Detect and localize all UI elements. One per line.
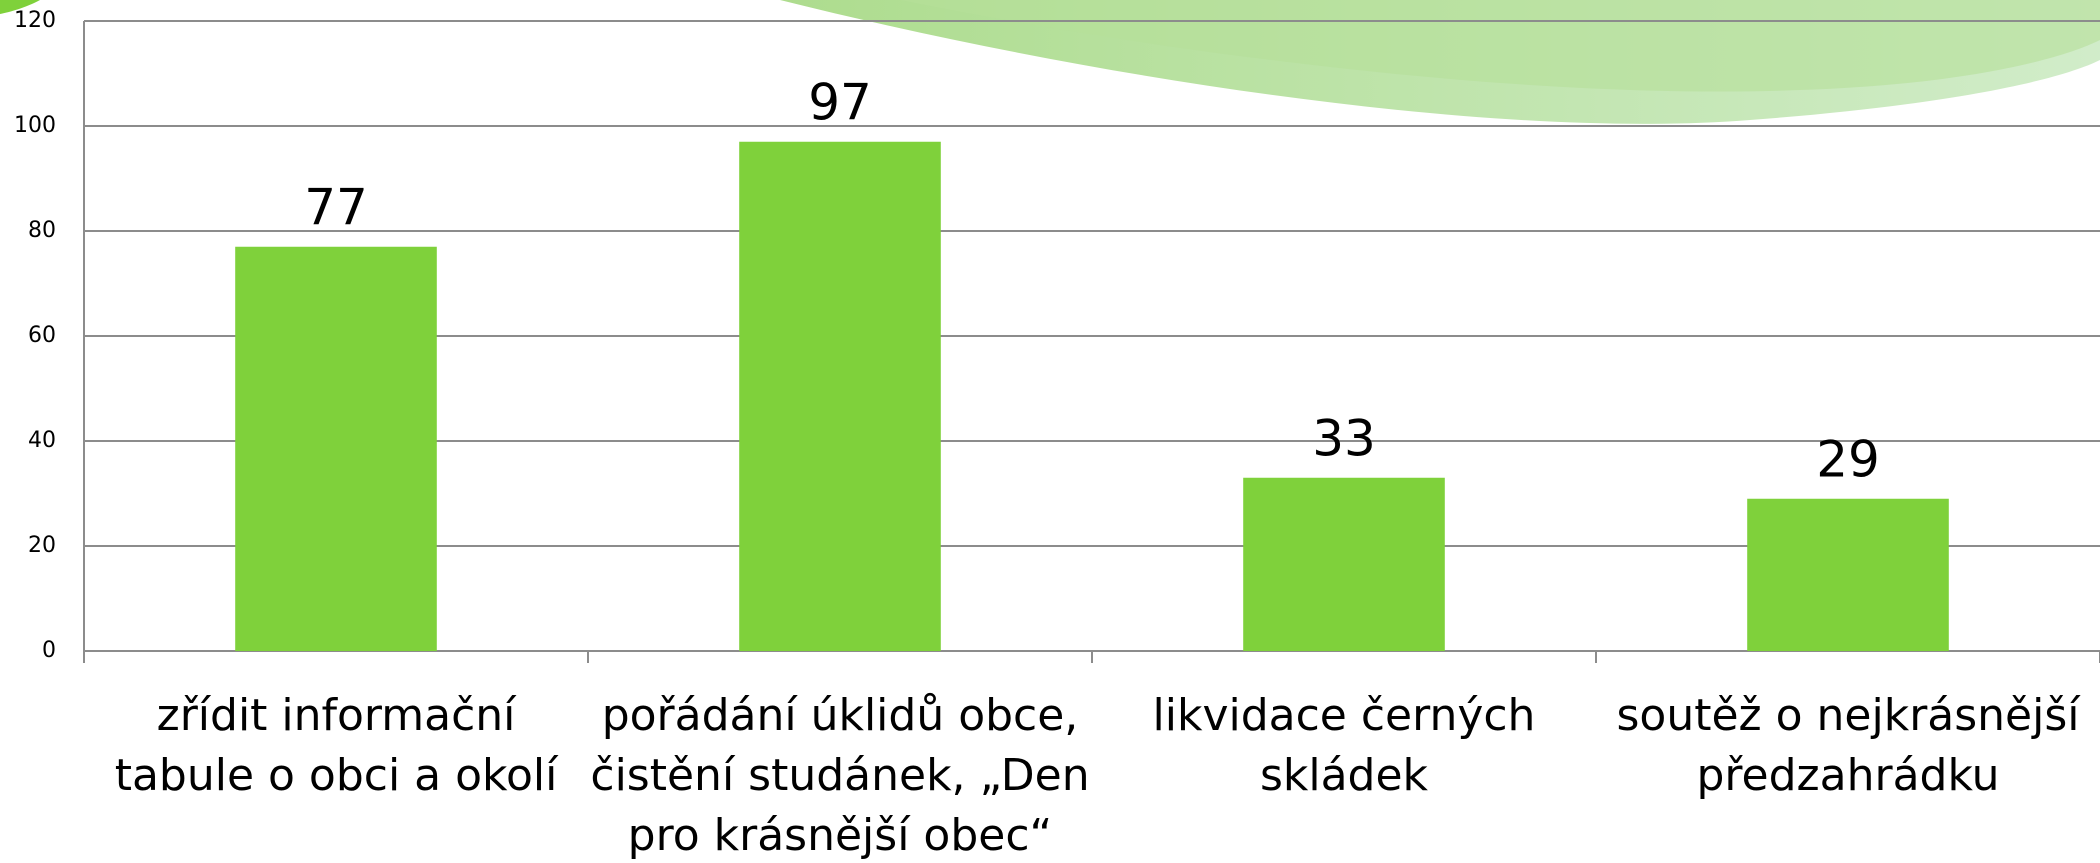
x-tick-label: soutěž o nejkrásnější předzahrádku xyxy=(1596,686,2100,806)
value-label: 33 xyxy=(1312,409,1376,467)
x-tick-label: likvidace černých skládek xyxy=(1092,686,1596,806)
y-tick-label: 40 xyxy=(28,428,56,453)
x-tick-label: pořádání úklidů obce, čistění studánek, … xyxy=(588,686,1092,863)
y-tick-label: 100 xyxy=(14,113,56,138)
value-label: 97 xyxy=(808,73,872,131)
y-tick-label: 60 xyxy=(28,323,56,348)
bar xyxy=(235,247,437,651)
bar xyxy=(1243,478,1445,651)
bar xyxy=(1747,499,1949,651)
value-label: 29 xyxy=(1816,430,1880,488)
bar xyxy=(739,142,941,651)
y-tick-label: 120 xyxy=(14,8,56,33)
y-tick-label: 20 xyxy=(28,533,56,558)
x-tick-label: zřídit informační tabule o obci a okolí xyxy=(84,686,588,806)
y-tick-label: 80 xyxy=(28,218,56,243)
page: 0 20 40 60 80 100 120 77 97 33 29 zřídit informačn… xyxy=(0,0,2100,863)
y-tick-label: 0 xyxy=(42,638,56,663)
value-label: 77 xyxy=(304,178,368,236)
